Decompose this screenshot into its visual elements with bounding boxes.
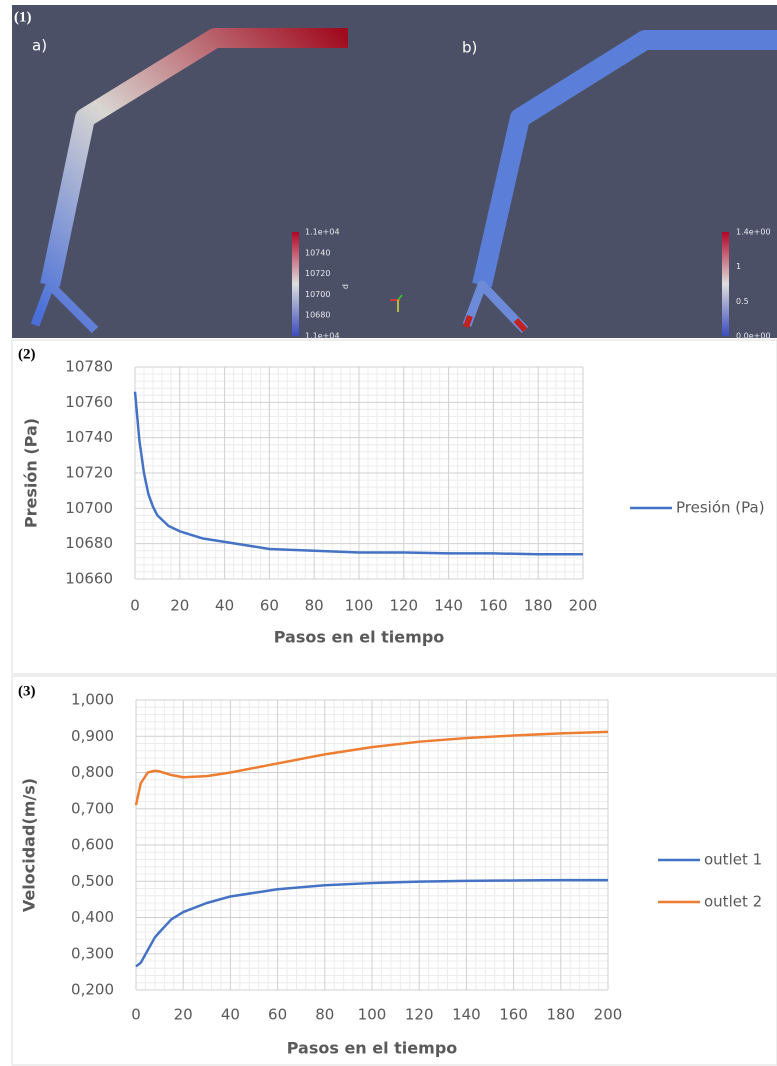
panel-label: (3) bbox=[18, 683, 36, 699]
y-tick-label: 1,000 bbox=[71, 691, 114, 709]
y-tick-label: 10780 bbox=[65, 358, 113, 376]
x-tick-label: 120 bbox=[405, 1006, 434, 1024]
x-tick-label: 80 bbox=[305, 597, 324, 615]
x-tick-label: 40 bbox=[215, 597, 234, 615]
y-tick-label: 0,800 bbox=[71, 763, 114, 781]
legend-label: outlet 1 bbox=[704, 851, 762, 869]
y-tick-label: 10760 bbox=[65, 393, 113, 411]
view-label: b) bbox=[462, 39, 477, 57]
x-axis-title: Pasos en el tiempo bbox=[287, 1039, 458, 1058]
x-tick-label: 0 bbox=[131, 1006, 141, 1024]
y-axis-title: Presión (Pa) bbox=[22, 418, 41, 528]
y-tick-label: 0,700 bbox=[71, 799, 114, 817]
colorbar-label: 0.0e+00 bbox=[736, 332, 771, 341]
x-tick-label: 140 bbox=[434, 597, 463, 615]
x-tick-label: 60 bbox=[268, 1006, 287, 1024]
y-tick-label: 10680 bbox=[65, 534, 113, 552]
colorbar-label: 1.1e+04 bbox=[305, 228, 340, 237]
panel-frame bbox=[12, 676, 777, 1065]
y-tick-label: 0,200 bbox=[71, 981, 114, 999]
x-tick-label: 180 bbox=[524, 597, 553, 615]
x-tick-label: 80 bbox=[315, 1006, 334, 1024]
x-axis-title: Pasos en el tiempo bbox=[274, 628, 445, 647]
x-tick-label: 100 bbox=[345, 597, 374, 615]
y-tick-label: 0,600 bbox=[71, 836, 114, 854]
legend-label: Presión (Pa) bbox=[676, 499, 765, 517]
x-tick-label: 100 bbox=[358, 1006, 387, 1024]
x-tick-label: 20 bbox=[170, 597, 189, 615]
x-tick-label: 20 bbox=[174, 1006, 193, 1024]
view-label: a) bbox=[32, 37, 47, 55]
colorbar-label: 1 bbox=[736, 262, 741, 271]
colorbar bbox=[292, 232, 299, 336]
y-tick-label: 10720 bbox=[65, 464, 113, 482]
x-tick-label: 180 bbox=[546, 1006, 575, 1024]
x-tick-label: 160 bbox=[479, 597, 508, 615]
figure: (1) a) b) p (2) (3) 1.1e+04 10740 10720 107… bbox=[0, 0, 777, 1066]
y-axis-title: Velocidad(m/s) bbox=[20, 778, 39, 912]
y-tick-label: 0,300 bbox=[71, 944, 114, 962]
colorbar-label: 10720 bbox=[305, 269, 330, 278]
x-tick-label: 40 bbox=[221, 1006, 240, 1024]
colorbar bbox=[722, 232, 729, 336]
colorbar-title: p bbox=[342, 284, 351, 289]
colorbar-label: 10680 bbox=[305, 311, 330, 320]
x-tick-label: 200 bbox=[594, 1006, 623, 1024]
y-tick-label: 10660 bbox=[65, 570, 113, 588]
colorbar-label: 1.1e+04 bbox=[305, 332, 340, 341]
y-tick-label: 0,900 bbox=[71, 727, 114, 745]
legend-label: outlet 2 bbox=[704, 893, 762, 911]
colorbar-label: 1.4e+00 bbox=[736, 228, 771, 237]
x-tick-label: 200 bbox=[569, 597, 598, 615]
colorbar-label: 10740 bbox=[305, 248, 330, 257]
panel-label: (1) bbox=[14, 9, 32, 25]
x-tick-label: 120 bbox=[389, 597, 418, 615]
x-tick-label: 60 bbox=[260, 597, 279, 615]
y-tick-label: 0,400 bbox=[71, 908, 114, 926]
y-tick-label: 10700 bbox=[65, 499, 113, 517]
render-view bbox=[12, 5, 777, 338]
x-tick-label: 0 bbox=[130, 597, 140, 615]
x-tick-label: 140 bbox=[452, 1006, 481, 1024]
panel-label: (2) bbox=[18, 346, 36, 362]
y-tick-label: 10740 bbox=[65, 428, 113, 446]
y-tick-label: 0,500 bbox=[71, 872, 114, 890]
colorbar-label: 0.5 bbox=[736, 297, 749, 306]
colorbar-label: 10700 bbox=[305, 290, 330, 299]
x-tick-label: 160 bbox=[499, 1006, 528, 1024]
